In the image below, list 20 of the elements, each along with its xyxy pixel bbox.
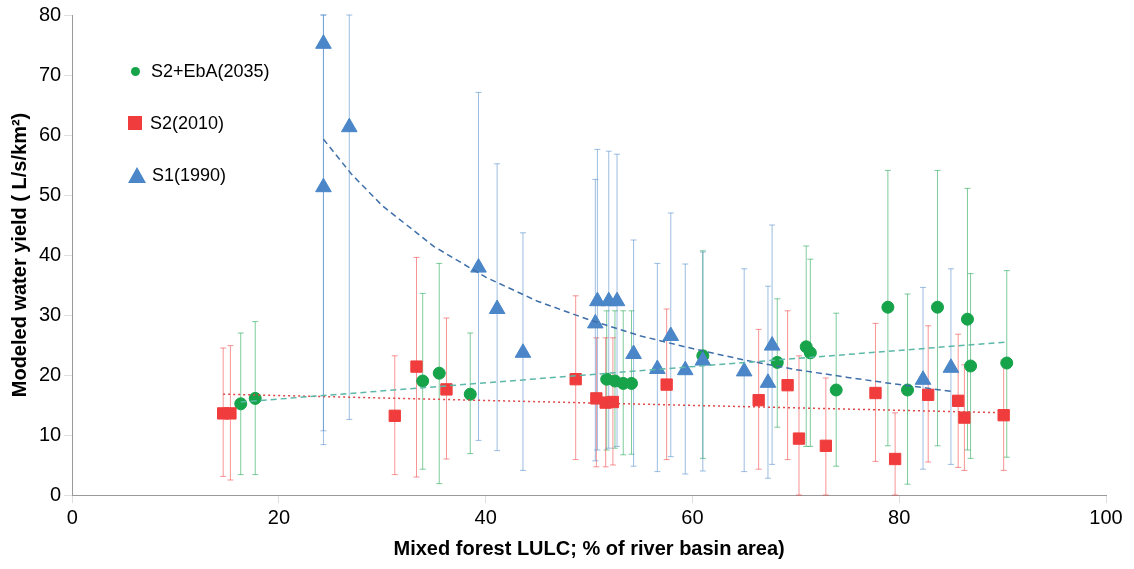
y-tick-label: 60 <box>39 122 62 145</box>
x-tick-label: 60 <box>681 505 704 528</box>
legend-label: S2(2010) <box>150 112 225 134</box>
y-tick-label: 80 <box>39 2 62 25</box>
y-tick-label: 50 <box>39 182 62 205</box>
y-tick-label: 0 <box>50 482 62 505</box>
y-tick-label: 20 <box>39 362 62 385</box>
x-axis-title: Mixed forest LULC; % of river basin area) <box>393 536 785 559</box>
legend-label: S1(1990) <box>152 164 227 186</box>
x-tick-label: 80 <box>888 505 911 528</box>
x-tick-label: 40 <box>474 505 497 528</box>
y-tick-label: 70 <box>39 62 62 85</box>
x-tick-label: 20 <box>267 505 291 528</box>
legend-label: S2+EbA(2035) <box>151 60 270 82</box>
x-tick-label: 100 <box>1089 505 1123 528</box>
x-tick-label: 0 <box>66 505 78 528</box>
y-tick-label: 30 <box>39 302 62 325</box>
y-axis-title: Modeled water yield ( L/s/km²) <box>7 112 30 398</box>
y-tick-label: 10 <box>39 422 62 445</box>
y-tick-label: 40 <box>39 242 62 265</box>
